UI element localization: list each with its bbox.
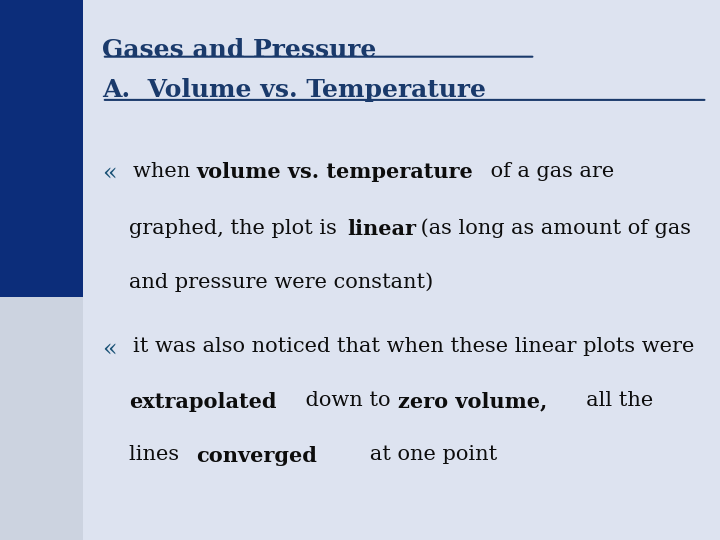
Text: «: « (102, 338, 117, 361)
Text: all the: all the (573, 392, 654, 410)
Text: zero volume,: zero volume, (398, 392, 547, 411)
Text: down to: down to (300, 392, 404, 410)
Text: volume vs. temperature: volume vs. temperature (197, 162, 473, 182)
Text: (as long as amount of gas: (as long as amount of gas (414, 219, 691, 238)
Text: of a gas are: of a gas are (485, 162, 614, 181)
Text: lines: lines (129, 446, 192, 464)
Text: Gases and Pressure: Gases and Pressure (102, 38, 377, 62)
Text: it was also noticed that when these linear plots were: it was also noticed that when these line… (132, 338, 694, 356)
Text: linear: linear (347, 219, 416, 239)
Text: at one point: at one point (351, 446, 498, 464)
Text: converged: converged (197, 446, 317, 465)
Text: «: « (102, 162, 117, 185)
Text: extrapolated: extrapolated (129, 392, 276, 411)
Text: A.  Volume vs. Temperature: A. Volume vs. Temperature (102, 78, 486, 102)
Text: and pressure were constant): and pressure were constant) (129, 273, 433, 292)
Text: graphed, the plot is: graphed, the plot is (129, 219, 350, 238)
Text: when: when (132, 162, 197, 181)
